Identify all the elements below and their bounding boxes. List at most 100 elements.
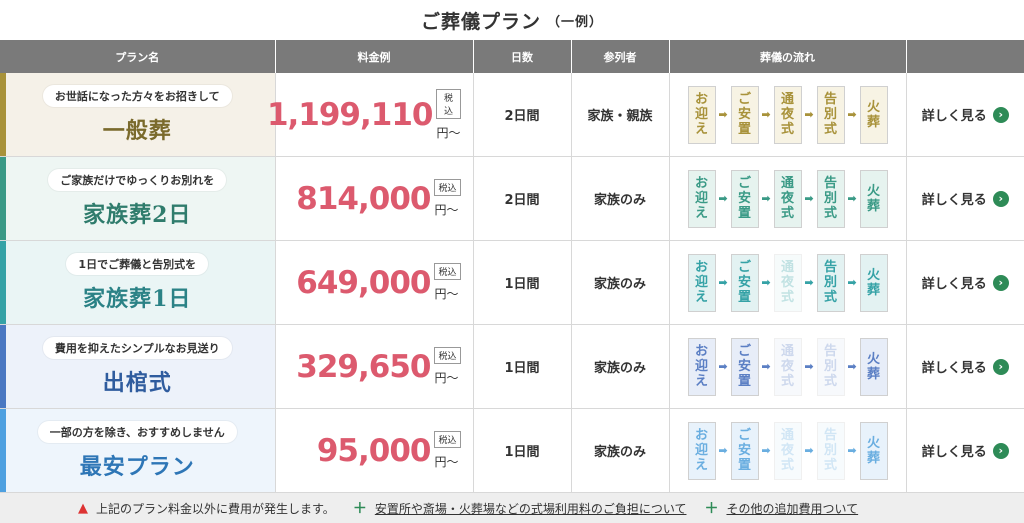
detail-label: 詳しく見る [922,357,987,376]
price-cell: 95,000 税込 円〜 [275,409,473,493]
arrow-right-icon: ➡ [716,276,731,289]
facility-fee-link[interactable]: 安置所や斎場・火葬場などの式場利用料のご負担について [375,500,687,517]
header-detail [906,40,1024,73]
footer-warning-text: 上記のプラン料金以外に費用が発生します。 [96,500,335,517]
flow-step: お迎え [688,254,716,312]
table-row[interactable]: 1日でご葬儀と告別式を 家族葬1日 649,000 税込 円〜 1日間家族のみお… [0,241,1024,325]
flow-step: 火葬 [860,86,888,144]
page-title-sub: （一例） [547,11,603,30]
plan-accent-bar [0,73,6,156]
warning-icon: ▲ [78,501,88,516]
plan-name: 家族葬2日 [83,197,191,229]
days-cell: 1日間 [473,325,571,409]
plus-icon: ＋ [353,498,367,518]
plan-name: 出棺式 [103,365,172,397]
arrow-right-icon: ➡ [716,444,731,457]
flow-cell: お迎え➡ご安置➡通夜式➡告別式➡火葬 [669,157,906,241]
header-plan-name: プラン名 [0,40,275,73]
days-cell: 1日間 [473,409,571,493]
tax-included-badge: 税込 [434,431,460,448]
header-flow: 葬儀の流れ [669,40,906,73]
detail-label: 詳しく見る [922,105,987,124]
flow-step: 告別式 [817,422,845,480]
detail-cell[interactable]: 詳しく見る › [906,241,1024,325]
plan-name: 家族葬1日 [83,281,191,313]
arrow-right-icon: ➡ [759,360,774,373]
attendees-cell: 家族・親族 [571,73,669,157]
flow-step: ご安置 [731,338,759,396]
funeral-flow: お迎え➡ご安置➡通夜式➡告別式➡火葬 [670,422,906,480]
flow-step: 告別式 [817,338,845,396]
price-value: 814,000 [296,181,430,217]
flow-step: 告別式 [817,254,845,312]
plan-subtitle: お世話になった方々をお招きして [43,85,232,107]
price-value: 329,650 [296,349,430,385]
detail-cell[interactable]: 詳しく見る › [906,73,1024,157]
arrow-right-icon: ➡ [845,276,860,289]
chevron-right-circle-icon: › [993,443,1009,459]
plan-subtitle: 一部の方を除き、おすすめしません [38,421,237,443]
arrow-right-icon: ➡ [845,108,860,121]
flow-step: ご安置 [731,422,759,480]
price-unit: 円〜 [434,453,458,470]
detail-cell[interactable]: 詳しく見る › [906,409,1024,493]
detail-cell[interactable]: 詳しく見る › [906,325,1024,409]
flow-step: 火葬 [860,422,888,480]
flow-step: 通夜式 [774,170,802,228]
flow-cell: お迎え➡ご安置➡通夜式➡告別式➡火葬 [669,409,906,493]
detail-link[interactable]: 詳しく見る › [907,273,1024,292]
attendees-cell: 家族のみ [571,241,669,325]
table-header-row: プラン名 料金例 日数 参列者 葬儀の流れ [0,40,1024,73]
additional-fee-link[interactable]: その他の追加費用ついて [726,500,858,517]
price-cell: 649,000 税込 円〜 [275,241,473,325]
detail-cell[interactable]: 詳しく見る › [906,157,1024,241]
plan-accent-bar [0,325,6,408]
plan-name-cell: 費用を抑えたシンプルなお見送り 出棺式 [0,325,275,409]
plan-name-cell: 1日でご葬儀と告別式を 家族葬1日 [0,241,275,325]
arrow-right-icon: ➡ [716,192,731,205]
price-value: 649,000 [296,265,430,301]
table-row[interactable]: ご家族だけでゆっくりお別れを 家族葬2日 814,000 税込 円〜 2日間家族… [0,157,1024,241]
flow-cell: お迎え➡ご安置➡通夜式➡告別式➡火葬 [669,325,906,409]
price-unit: 円〜 [436,124,460,141]
tax-included-badge: 税込 [436,89,460,119]
header-price: 料金例 [275,40,473,73]
flow-step: 火葬 [860,254,888,312]
flow-step: 告別式 [817,86,845,144]
tax-included-badge: 税込 [434,347,460,364]
flow-step: お迎え [688,170,716,228]
attendees-cell: 家族のみ [571,325,669,409]
arrow-right-icon: ➡ [759,444,774,457]
header-attendees: 参列者 [571,40,669,73]
detail-link[interactable]: 詳しく見る › [907,357,1024,376]
days-cell: 1日間 [473,241,571,325]
detail-link[interactable]: 詳しく見る › [907,441,1024,460]
flow-cell: お迎え➡ご安置➡通夜式➡告別式➡火葬 [669,73,906,157]
flow-step: 通夜式 [774,422,802,480]
flow-step: 通夜式 [774,254,802,312]
arrow-right-icon: ➡ [802,360,817,373]
detail-link[interactable]: 詳しく見る › [907,105,1024,124]
tax-included-badge: 税込 [434,179,460,196]
plan-name-cell: 一部の方を除き、おすすめしません 最安プラン [0,409,275,493]
tax-included-badge: 税込 [434,263,460,280]
table-row[interactable]: 費用を抑えたシンプルなお見送り 出棺式 329,650 税込 円〜 1日間家族の… [0,325,1024,409]
plan-accent-bar [0,409,6,492]
plan-subtitle: ご家族だけでゆっくりお別れを [48,169,226,191]
detail-link[interactable]: 詳しく見る › [907,189,1024,208]
header-days: 日数 [473,40,571,73]
funeral-flow: お迎え➡ご安置➡通夜式➡告別式➡火葬 [670,254,906,312]
flow-step: 告別式 [817,170,845,228]
arrow-right-icon: ➡ [845,360,860,373]
plan-name-cell: お世話になった方々をお招きして 一般葬 [0,73,275,157]
flow-step: 通夜式 [774,338,802,396]
plan-table: プラン名 料金例 日数 参列者 葬儀の流れ お世話になった方々をお招きして 一般… [0,40,1024,493]
plan-name: 最安プラン [80,449,195,481]
plan-accent-bar [0,241,6,324]
price-cell: 329,650 税込 円〜 [275,325,473,409]
days-cell: 2日間 [473,157,571,241]
plan-name-cell: ご家族だけでゆっくりお別れを 家族葬2日 [0,157,275,241]
table-row[interactable]: 一部の方を除き、おすすめしません 最安プラン 95,000 税込 円〜 1日間家… [0,409,1024,493]
table-row[interactable]: お世話になった方々をお招きして 一般葬 1,199,110 税込 円〜 2日間家… [0,73,1024,157]
chevron-right-circle-icon: › [993,359,1009,375]
